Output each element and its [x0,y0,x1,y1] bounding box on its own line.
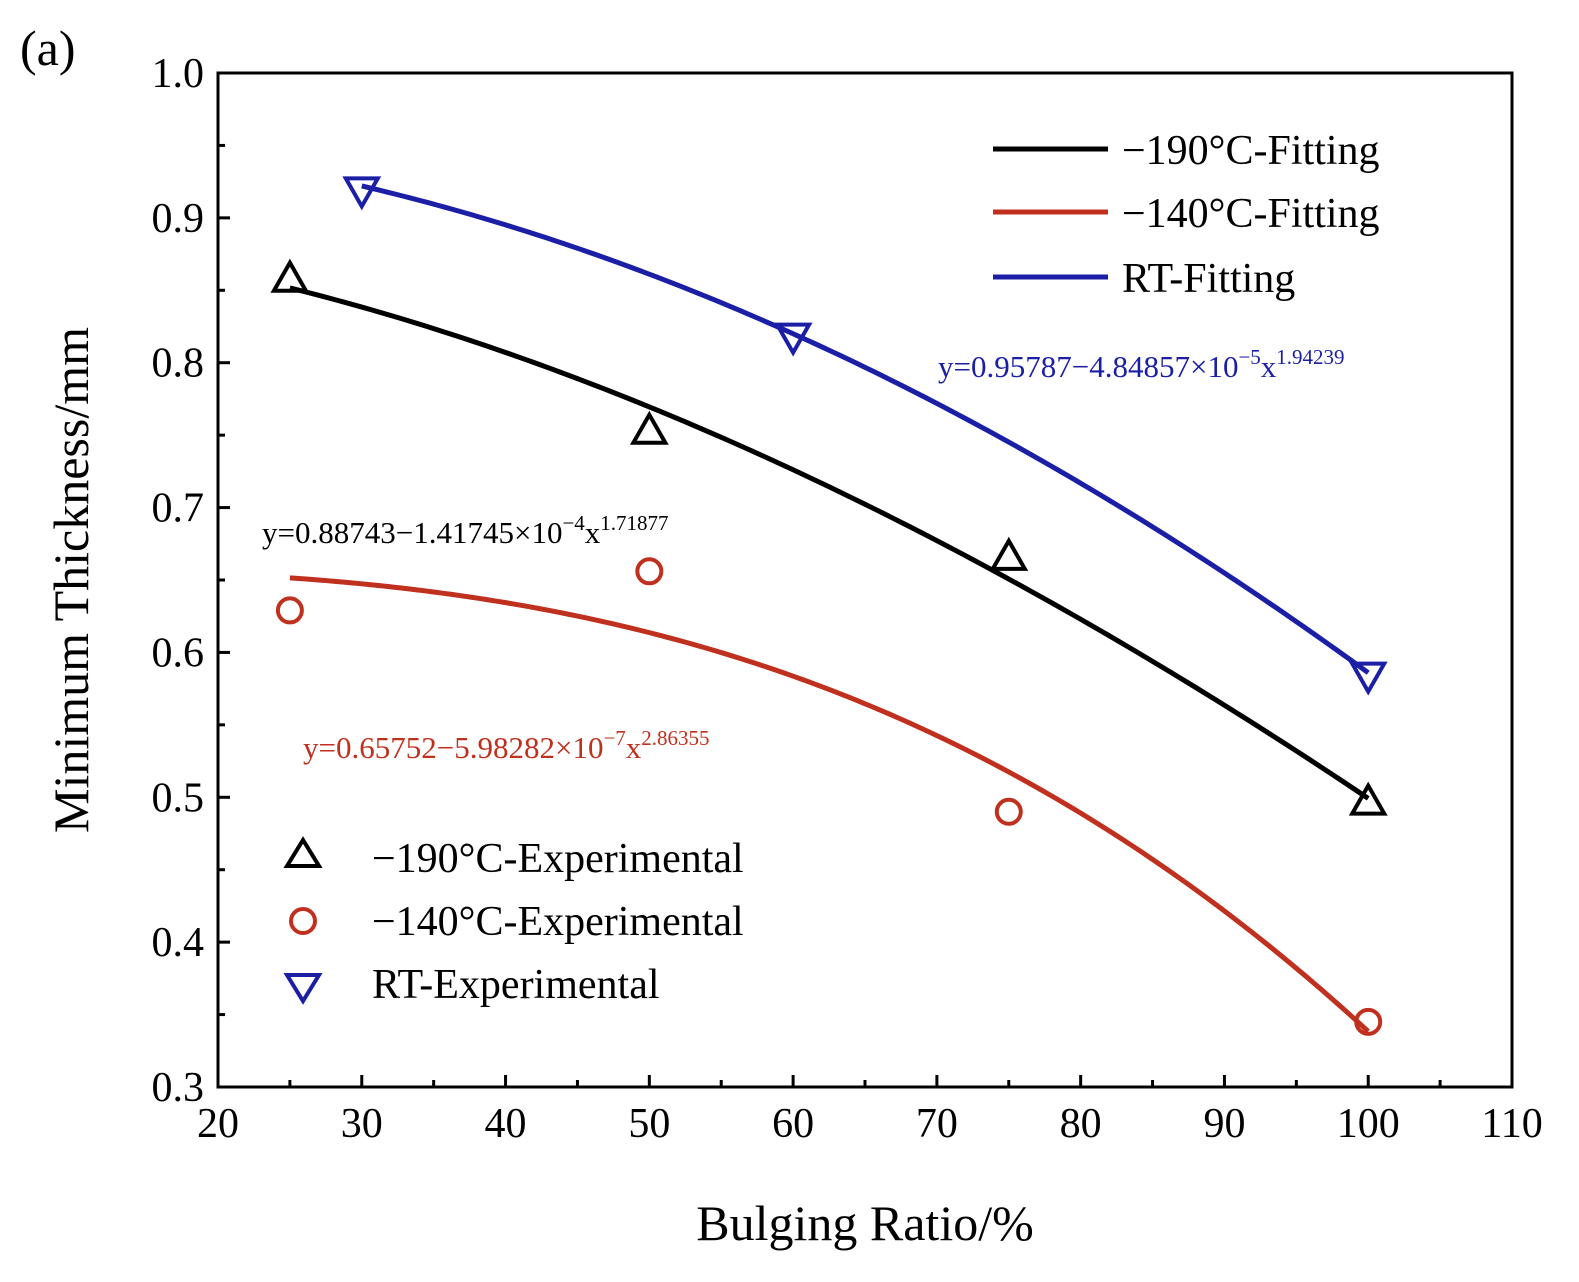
x-tick-label: 20 [197,1101,239,1147]
y-tick-label: 0.7 [152,486,205,532]
x-axis-title: Bulging Ratio/% [696,1195,1034,1251]
legend-label-minus140-fitting: −140°C-Fitting [1122,191,1380,237]
legend-label-rt-experimental: RT-Experimental [372,962,660,1008]
equation-rt: y=0.95787−4.84857×10−5x1.94239 [938,345,1345,384]
legend-label-minus190-fitting: −190°C-Fitting [1122,128,1380,174]
legend-marker-minus140 [289,907,317,935]
marker-n190 [629,410,669,445]
x-tick-label: 60 [772,1101,814,1147]
y-axis-title: Minimum Thickness/mm [43,327,99,833]
legend-label-minus190-experimental: −190°C-Experimental [372,836,744,882]
marker-n140 [275,596,304,625]
legend-experimental: −190°C-Experimental −140°C-Experimental … [283,836,744,1008]
fit-curve-minus190 [289,285,1370,801]
marker-n140 [994,797,1023,826]
x-tick-label: 50 [628,1101,670,1147]
equation-minus190: y=0.88743−1.41745×10−4x1.71877 [262,511,669,550]
y-tick-label: 0.9 [152,196,205,242]
fit-curve-minus140 [289,575,1370,1034]
x-axis: 20 30 40 50 60 70 80 90 100 110 [197,1075,1543,1147]
y-tick-label: 0.5 [152,775,205,821]
x-tick-label: 90 [1203,1101,1245,1147]
legend-marker-minus190 [283,836,323,868]
y-axis: 0.3 0.4 0.5 0.6 0.7 0.8 0.9 1.0 [152,51,230,1111]
marker-rt [1348,661,1388,696]
legend-label-rt-fitting: RT-Fitting [1122,256,1295,302]
marker-n140 [635,557,664,586]
x-tick-label: 100 [1337,1101,1400,1147]
marker-rt [773,322,813,357]
y-tick-label: 0.8 [152,341,205,387]
experimental-points [270,176,1388,1036]
marker-rt [342,176,382,211]
legend-fitting: −190°C-Fitting −140°C-Fitting RT-Fitting [993,128,1380,302]
legend-marker-rt [283,973,323,1005]
fit-curve-rt [361,183,1370,675]
y-tick-label: 0.6 [152,630,205,676]
marker-n190 [1348,781,1388,816]
y-tick-label: 0.4 [152,920,205,966]
x-tick-label: 80 [1060,1101,1102,1147]
y-tick-label: 0.3 [152,1065,205,1111]
marker-n190 [989,536,1029,571]
x-tick-label: 40 [485,1101,527,1147]
panel-label: (a) [20,20,76,76]
x-tick-label: 110 [1481,1101,1542,1147]
legend-label-minus140-experimental: −140°C-Experimental [372,899,744,945]
equation-minus140: y=0.65752−5.98282×10−7x2.86355 [303,726,710,765]
marker-n140 [1354,1007,1383,1036]
marker-n190 [270,258,310,293]
x-tick-label: 30 [341,1101,383,1147]
x-tick-label: 70 [916,1101,958,1147]
y-tick-label: 1.0 [152,51,205,97]
